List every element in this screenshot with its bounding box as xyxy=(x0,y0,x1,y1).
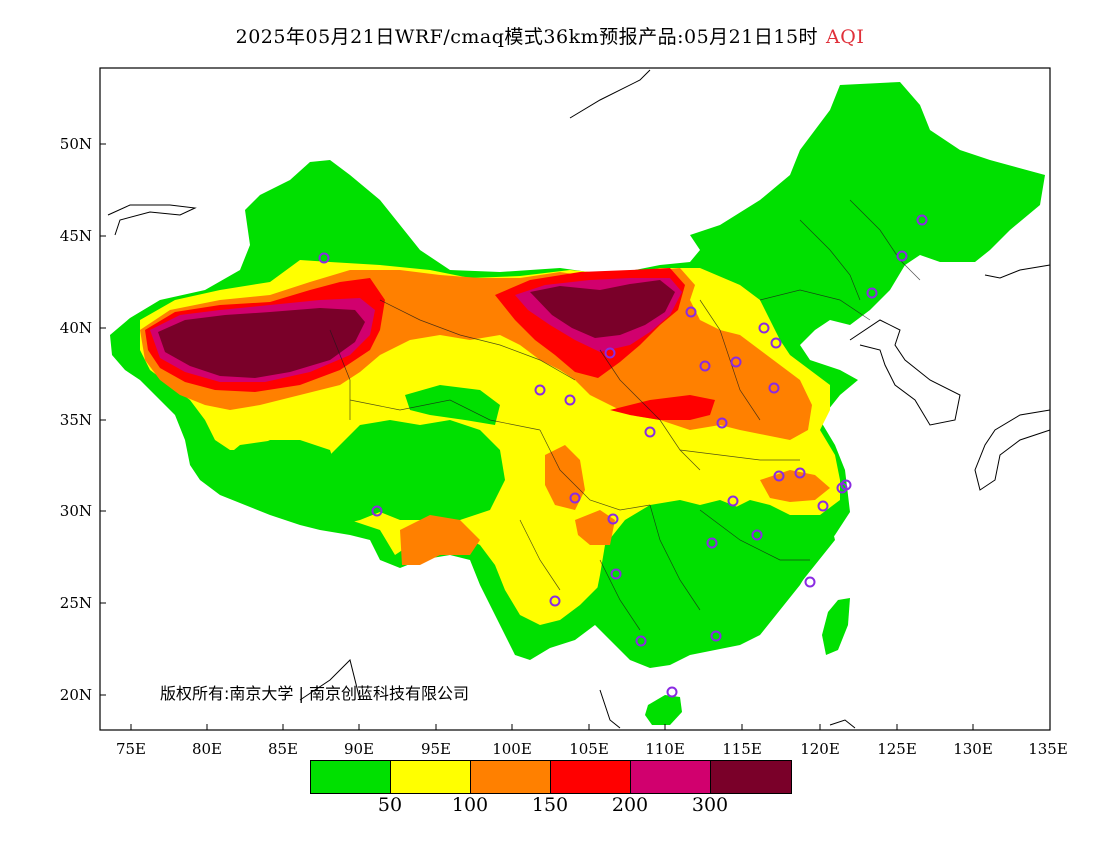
city-marker-chengdu xyxy=(569,492,581,504)
city-marker-guiyang xyxy=(610,568,622,580)
city-marker-guangzhou xyxy=(710,630,722,642)
lake-baikal-outline xyxy=(569,69,651,119)
city-marker-haikou xyxy=(666,686,678,698)
x-tick-label: 120E xyxy=(800,740,840,758)
region-orange-tibet-south xyxy=(400,515,480,565)
city-marker-taiyuan xyxy=(699,360,711,372)
region-dark-mongolia xyxy=(530,280,675,338)
province-boundaries xyxy=(329,199,921,631)
region-orange-chongqing xyxy=(575,510,615,545)
legend-swatch xyxy=(471,761,551,793)
y-tick-label: 25N xyxy=(60,594,92,612)
legend-label: 150 xyxy=(531,794,569,816)
legend-swatch xyxy=(391,761,471,793)
legend-label: 300 xyxy=(691,794,729,816)
x-tick-label: 80E xyxy=(192,740,222,758)
region-red-central xyxy=(610,395,715,420)
city-marker-nanjing xyxy=(794,467,806,479)
city-marker-xining xyxy=(534,384,546,396)
city-marker-chongqing xyxy=(607,513,619,525)
title-text: 2025年05月21日WRF/cmaq模式36km预报产品:05月21日15时 xyxy=(235,26,819,48)
y-tick-label: 45N xyxy=(60,227,92,245)
city-marker-lhasa xyxy=(371,505,383,517)
legend-swatch xyxy=(551,761,631,793)
city-marker-fuzhou xyxy=(804,576,816,588)
city-marker-hohhot xyxy=(685,306,697,318)
city-marker-beijing xyxy=(758,322,770,334)
city-marker-hefei xyxy=(773,470,785,482)
y-tick-label: 20N xyxy=(60,686,92,704)
copyright-notice: 版权所有:南京大学 | 南京创蓝科技有限公司 xyxy=(160,684,469,703)
y-tick-label: 35N xyxy=(60,411,92,429)
region-green-tibet xyxy=(210,420,505,525)
vietnam-coast-outline xyxy=(599,689,621,729)
legend-swatch xyxy=(311,761,391,793)
color-legend xyxy=(310,760,792,794)
city-marker-changsha xyxy=(706,537,718,549)
legend-label: 50 xyxy=(377,794,403,816)
coastlines xyxy=(107,69,1051,729)
x-tick-label: 130E xyxy=(953,740,993,758)
philippines-outline xyxy=(829,719,856,729)
city-marker-shenyang xyxy=(866,287,878,299)
city-marker-tianjin xyxy=(770,337,782,349)
x-axis: 75E 80E 85E 90E 95E 100E 105E 110E 115E … xyxy=(116,724,1068,758)
city-marker-changchun xyxy=(896,250,908,262)
city-marker-urumqi xyxy=(318,252,330,264)
x-tick-label: 115E xyxy=(722,740,762,758)
legend-label: 100 xyxy=(451,794,489,816)
japan-outline-north xyxy=(984,264,1051,279)
lake-balkhash-outline xyxy=(107,204,197,236)
city-marker-harbin xyxy=(916,214,928,226)
x-tick-label: 125E xyxy=(877,740,917,758)
japan-outline-south xyxy=(974,409,1051,491)
region-hainan xyxy=(645,695,682,725)
y-tick-label: 30N xyxy=(60,502,92,520)
x-tick-label: 85E xyxy=(268,740,298,758)
city-markers xyxy=(318,214,928,698)
legend-labels: 50 100 150 200 300 xyxy=(0,794,1100,818)
city-marker-nanning xyxy=(635,635,647,647)
x-tick-label: 105E xyxy=(569,740,609,758)
x-tick-label: 95E xyxy=(421,740,451,758)
y-axis: 50N 45N 40N 35N 30N 25N 20N xyxy=(60,135,106,704)
x-tick-label: 90E xyxy=(344,740,374,758)
map-plot-area xyxy=(110,82,1045,725)
legend-swatch xyxy=(711,761,791,793)
y-tick-label: 40N xyxy=(60,319,92,337)
city-marker-kunming xyxy=(549,595,561,607)
region-dark-tarim xyxy=(158,308,365,378)
y-tick-label: 50N xyxy=(60,135,92,153)
title-variable: AQI xyxy=(826,26,865,48)
city-marker-shijiazhuang xyxy=(730,356,742,368)
region-orange-yangtze xyxy=(760,470,830,502)
x-tick-label: 135E xyxy=(1028,740,1068,758)
x-tick-label: 75E xyxy=(116,740,146,758)
city-marker-jinan xyxy=(768,382,780,394)
legend-label: 200 xyxy=(611,794,649,816)
region-green-south xyxy=(595,500,835,660)
legend-swatch xyxy=(631,761,711,793)
india-coast-outline xyxy=(299,659,361,701)
region-green-qinghai xyxy=(405,385,500,425)
x-tick-label: 100E xyxy=(492,740,532,758)
map-frame xyxy=(99,67,1051,731)
x-tick-label: 110E xyxy=(645,740,685,758)
korea-outline xyxy=(849,319,961,426)
region-taiwan xyxy=(822,598,850,655)
city-marker-shanghai-east xyxy=(840,479,852,491)
city-marker-zhengzhou xyxy=(716,417,728,429)
map-title: 2025年05月21日WRF/cmaq模式36km预报产品:05月21日15时 A… xyxy=(0,22,1100,49)
city-marker-lanzhou xyxy=(564,394,576,406)
city-marker-hangzhou xyxy=(817,500,829,512)
city-marker-yinchuan xyxy=(604,347,616,359)
city-marker-wuhan xyxy=(727,495,739,507)
city-marker-nanchang xyxy=(751,529,763,541)
city-marker-xian xyxy=(644,426,656,438)
